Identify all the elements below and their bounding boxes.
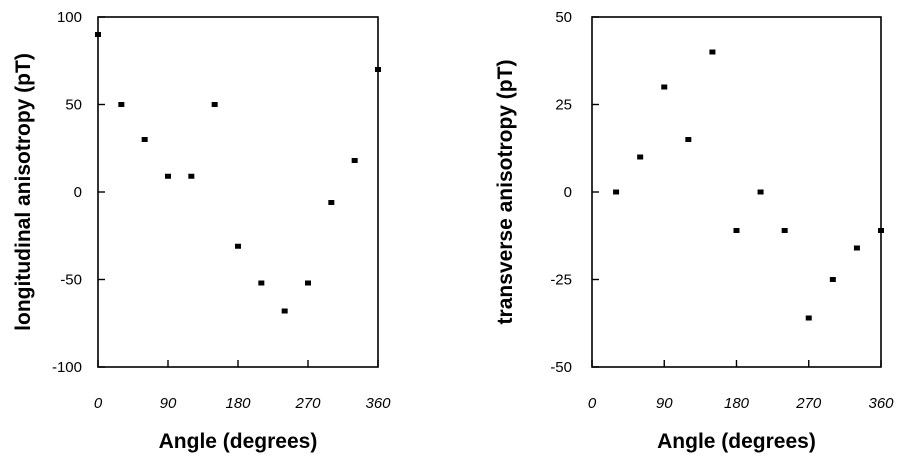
- x-axis-title: Angle (degrees): [657, 430, 816, 453]
- data-point: [805, 315, 812, 321]
- right-panel: 50 25 0 -25 -50 0 90 180 270 360 Angle (degrees) tr…: [494, 9, 894, 453]
- data-point: [305, 280, 311, 286]
- x-tick-label: 90: [656, 395, 673, 412]
- x-tick-label: 360: [365, 395, 391, 412]
- y-tick-label: -100: [52, 359, 82, 376]
- x-tick-label: 270: [795, 395, 822, 412]
- left-panel: 100 50 0 -50 -100 0 90 180 270 360 Angle (degrees)…: [12, 9, 391, 453]
- data-point: [829, 277, 836, 282]
- data-point: [733, 228, 740, 233]
- data-point: [375, 67, 381, 72]
- data-point: [709, 49, 716, 55]
- data-point: [235, 243, 241, 249]
- data-point: [188, 173, 195, 179]
- data-point: [258, 280, 265, 286]
- data-point: [853, 245, 860, 251]
- y-tick-label: 25: [555, 97, 572, 114]
- x-axis-title: Angle (degrees): [159, 430, 318, 453]
- data-point: [661, 84, 668, 90]
- data-point: [211, 102, 218, 107]
- data-point: [878, 228, 884, 233]
- x-tick-label: 90: [160, 395, 177, 412]
- y-tick-label: 0: [74, 184, 82, 201]
- y-tick-label: 100: [57, 9, 82, 26]
- data-point: [165, 173, 171, 179]
- y-tick-label: -50: [550, 359, 572, 376]
- x-tick-label: 0: [588, 395, 597, 412]
- data-point: [637, 154, 644, 160]
- data-point: [281, 308, 288, 314]
- data-point: [328, 200, 335, 205]
- data-point: [95, 32, 101, 37]
- data-point: [685, 137, 692, 142]
- y-tick-label: -25: [550, 272, 572, 289]
- data-point: [141, 137, 148, 142]
- y-tick-label: -50: [60, 272, 82, 289]
- x-tick-label: 180: [724, 395, 750, 412]
- y-tick-label: 50: [555, 9, 572, 26]
- data-point: [781, 228, 788, 233]
- plot-frame: [591, 16, 882, 368]
- data-point: [757, 189, 764, 195]
- y-tick-label: 50: [65, 97, 82, 114]
- data-point: [613, 189, 620, 195]
- y-axis-title: transverse anisotropy (pT): [494, 60, 517, 325]
- y-tick-label: 0: [564, 184, 572, 201]
- x-tick-label: 270: [294, 395, 321, 412]
- y-axis-title: longitudinal anisotropy (pT): [12, 53, 35, 331]
- x-tick-label: 0: [94, 395, 103, 412]
- data-point: [118, 102, 125, 107]
- x-tick-label: 360: [868, 395, 894, 412]
- x-tick-label: 180: [225, 395, 251, 412]
- plot-frame: [97, 16, 379, 368]
- data-point: [351, 158, 358, 163]
